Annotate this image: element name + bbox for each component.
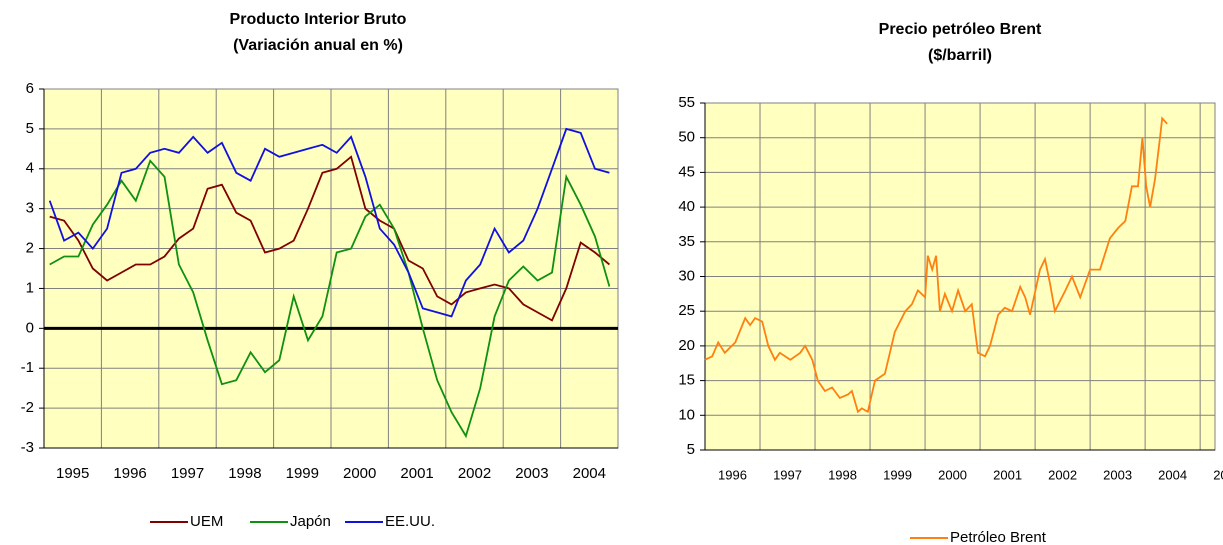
x-tick-label: 2003 <box>1103 467 1132 482</box>
y-tick-label: 20 <box>678 337 695 354</box>
line-series <box>49 155 610 322</box>
x-tick-label: 1999 <box>286 465 319 482</box>
y-tick-label: 35 <box>678 233 695 250</box>
x-tick-label: 1995 <box>56 465 89 482</box>
y-tick-label: 45 <box>678 163 695 180</box>
chart-subtitle: (Variación anual en %) <box>233 37 403 54</box>
y-tick-label: 15 <box>678 372 695 389</box>
y-tick-label: 0 <box>26 319 34 336</box>
y-tick-label: 5 <box>687 441 695 458</box>
y-tick-label: 2 <box>26 240 34 257</box>
x-tick-label: 2003 <box>515 465 548 482</box>
y-tick-label: 5 <box>26 120 34 137</box>
y-tick-label: -1 <box>21 359 34 376</box>
x-tick-label: 1996 <box>718 467 747 482</box>
x-tick-label: 1998 <box>228 465 261 482</box>
x-tick-label: 2004 <box>573 465 606 482</box>
x-tick-label: 2000 <box>343 465 376 482</box>
y-tick-label: 55 <box>678 94 695 111</box>
y-tick-label: 6 <box>26 80 34 97</box>
y-tick-label: 4 <box>26 160 34 177</box>
legend-label: UEM <box>190 513 223 530</box>
x-tick-label: 1997 <box>171 465 204 482</box>
legend-label: Petróleo Brent <box>950 529 1047 545</box>
y-tick-label: -2 <box>21 399 34 416</box>
line-series <box>48 127 610 318</box>
chart-title: Producto Interior Bruto <box>230 11 407 28</box>
y-tick-label: 3 <box>26 200 34 217</box>
y-tick-label: 10 <box>678 406 695 423</box>
x-tick-label: 2004 <box>1158 467 1187 482</box>
x-tick-label: 2001 <box>993 467 1022 482</box>
y-tick-label: 30 <box>678 267 695 284</box>
x-tick-label: 1996 <box>113 465 146 482</box>
x-tick-label: 2002 <box>458 465 491 482</box>
line-series <box>704 116 1168 414</box>
x-tick-label: 1997 <box>773 467 802 482</box>
legend-label: EE.UU. <box>385 513 435 530</box>
y-tick-label: 25 <box>678 302 695 319</box>
chart-subtitle: ($/barril) <box>928 47 992 64</box>
x-tick-label: 2002 <box>1048 467 1077 482</box>
x-tick-label: 1998 <box>828 467 857 482</box>
y-tick-label: 40 <box>678 198 695 215</box>
y-tick-label: 1 <box>26 279 34 296</box>
y-tick-label: -3 <box>21 439 34 456</box>
chart-title: Precio petróleo Brent <box>879 21 1042 38</box>
x-tick-label: 1999 <box>883 467 912 482</box>
legend-label: Japón <box>290 513 331 530</box>
x-tick-label: 2001 <box>400 465 433 482</box>
x-tick-label: 2000 <box>938 467 967 482</box>
x-tick-label: 2005 <box>1213 467 1223 482</box>
y-tick-label: 50 <box>678 129 695 146</box>
line-series <box>49 159 611 439</box>
